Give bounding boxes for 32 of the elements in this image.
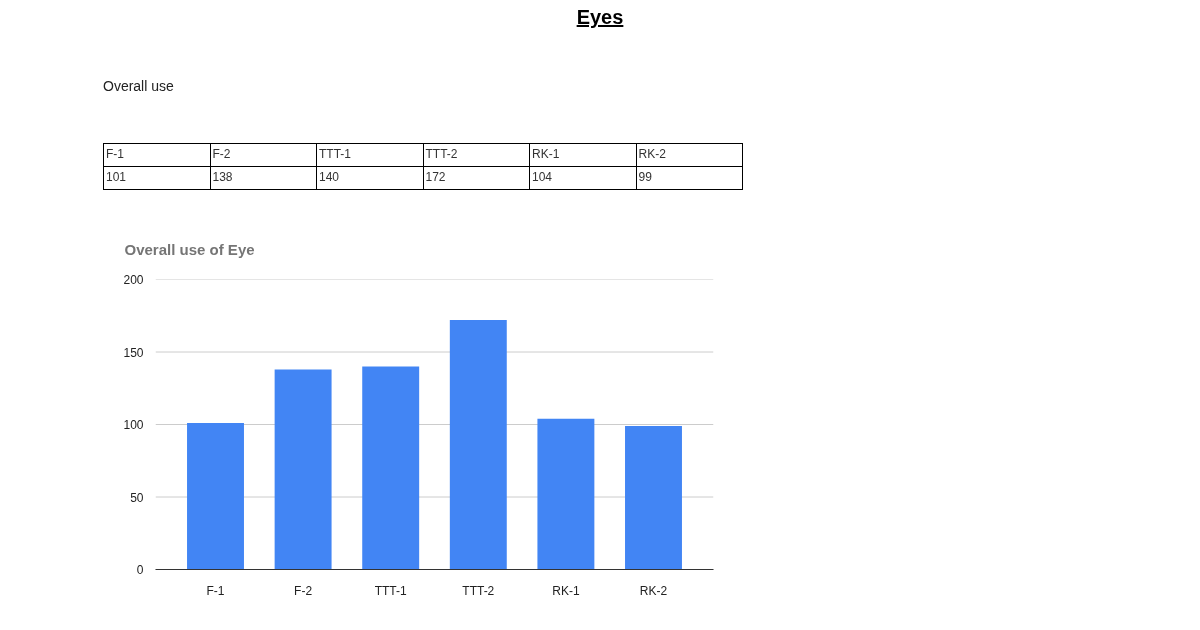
bar [625, 425, 682, 570]
x-tick-label: TTT-2 [462, 583, 495, 598]
x-tick-label: F-2 [294, 583, 313, 598]
x-tick-label: F-1 [206, 583, 225, 598]
data-label: 101 [103, 166, 210, 190]
y-tick-label: 100 [123, 418, 144, 432]
x-tick-label: RK-1 [552, 583, 580, 598]
bar [187, 423, 244, 570]
bar [537, 418, 595, 570]
category-label: TTT-2 [423, 143, 530, 167]
category-label: RK-1 [529, 143, 636, 167]
category-label: F-2 [210, 143, 317, 167]
text: Eyes [575, 5, 625, 30]
y-tick-label: 50 [130, 490, 144, 505]
x-tick-label: RK-2 [639, 583, 668, 598]
chart-title: Overall use of Eye [124, 241, 255, 258]
bar [362, 366, 420, 570]
data-label: 172 [423, 166, 530, 190]
text: Overall use [103, 77, 174, 96]
bar [274, 369, 332, 570]
y-tick-label: 200 [123, 273, 144, 287]
category-label: F-1 [103, 143, 210, 167]
data-label: 99 [636, 166, 743, 190]
category-label: TTT-1 [316, 143, 423, 167]
bar [449, 320, 507, 570]
y-tick-label: 0 [136, 563, 144, 577]
data-label: 138 [210, 166, 317, 190]
x-tick-label: TTT-1 [374, 583, 408, 598]
y-tick-label: 150 [123, 345, 144, 360]
data-label: 140 [316, 166, 423, 190]
data-label: 104 [529, 166, 636, 190]
category-label: RK-2 [636, 143, 743, 167]
